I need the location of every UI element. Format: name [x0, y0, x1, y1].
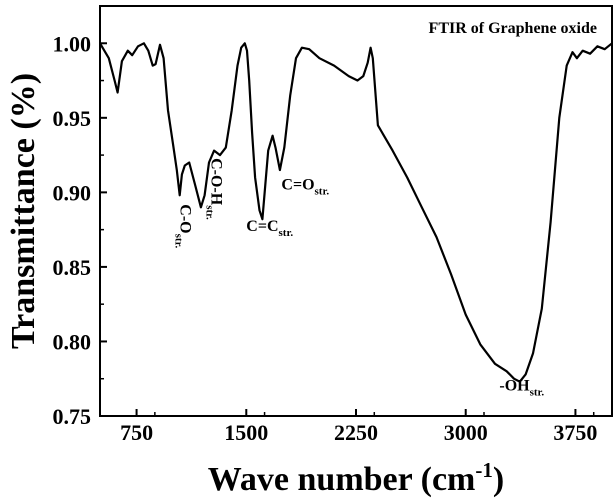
peak-annotation-sub: str. — [279, 227, 294, 239]
x-axis-title: Wave number (cm-1) — [208, 458, 504, 498]
annotations-layer: C-Ostr.C-O-Hstr.C=Cstr.C=Ostr.-OHstr. — [173, 158, 545, 399]
peak-annotation-sub: str. — [315, 185, 330, 197]
peak-annotation: C=Ostr. — [281, 176, 329, 197]
peak-annotation-main: C=O — [281, 176, 314, 193]
y-tick-label: 0.75 — [53, 404, 92, 429]
y-tick-label: 1.00 — [53, 31, 92, 56]
x-tick-label: 2250 — [334, 420, 378, 445]
peak-annotation: -OHstr. — [499, 378, 544, 399]
peak-annotation: C=Cstr. — [246, 218, 293, 239]
x-tick-label: 750 — [120, 420, 153, 445]
peak-annotation-main: C=C — [246, 218, 278, 235]
x-axis-title-main: Wave number (cm — [208, 461, 476, 498]
peak-annotation-sub: str. — [204, 205, 216, 220]
plot-frame — [99, 5, 613, 417]
peak-annotation-main: -OH — [499, 378, 530, 395]
chart-title: FTIR of Graphene oxide — [429, 20, 597, 37]
y-tick-label: 0.95 — [53, 106, 92, 131]
peak-annotation: C-Ostr. — [173, 204, 194, 248]
ticks-layer: 750 1500 2250 3000 3750 0.75 0.80 0.85 0.90 0.95 1… — [53, 31, 598, 445]
peak-annotation-sub: str. — [530, 387, 545, 399]
peak-annotation-main: C-O-H — [208, 158, 225, 206]
peak-annotation-main: C-O — [177, 204, 194, 233]
spectrum-line — [99, 42, 613, 383]
y-tick-label: 0.80 — [53, 329, 92, 354]
x-tick-label: 3000 — [444, 420, 488, 445]
y-tick-label: 0.90 — [53, 180, 92, 205]
x-axis-title-sup: -1 — [475, 458, 493, 482]
peak-annotation: C-O-Hstr. — [204, 158, 225, 220]
peak-annotation-sub: str. — [173, 234, 185, 249]
x-axis-title-tail: ) — [493, 461, 504, 498]
y-tick-label: 0.85 — [53, 255, 92, 280]
x-tick-label: 1500 — [224, 420, 268, 445]
x-tick-label: 3750 — [553, 420, 597, 445]
y-axis-title: Transmittance (%) — [5, 73, 42, 349]
